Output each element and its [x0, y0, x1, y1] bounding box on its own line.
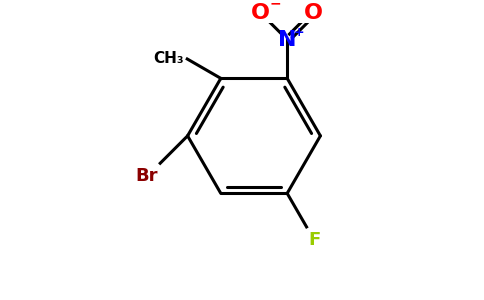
- Text: F: F: [308, 231, 320, 249]
- Text: O: O: [251, 3, 270, 23]
- Text: O: O: [304, 3, 323, 23]
- Text: +: +: [294, 26, 304, 39]
- Text: Br: Br: [136, 167, 158, 185]
- Text: CH₃: CH₃: [153, 52, 183, 67]
- Text: N: N: [278, 30, 296, 50]
- Text: −: −: [270, 0, 281, 11]
